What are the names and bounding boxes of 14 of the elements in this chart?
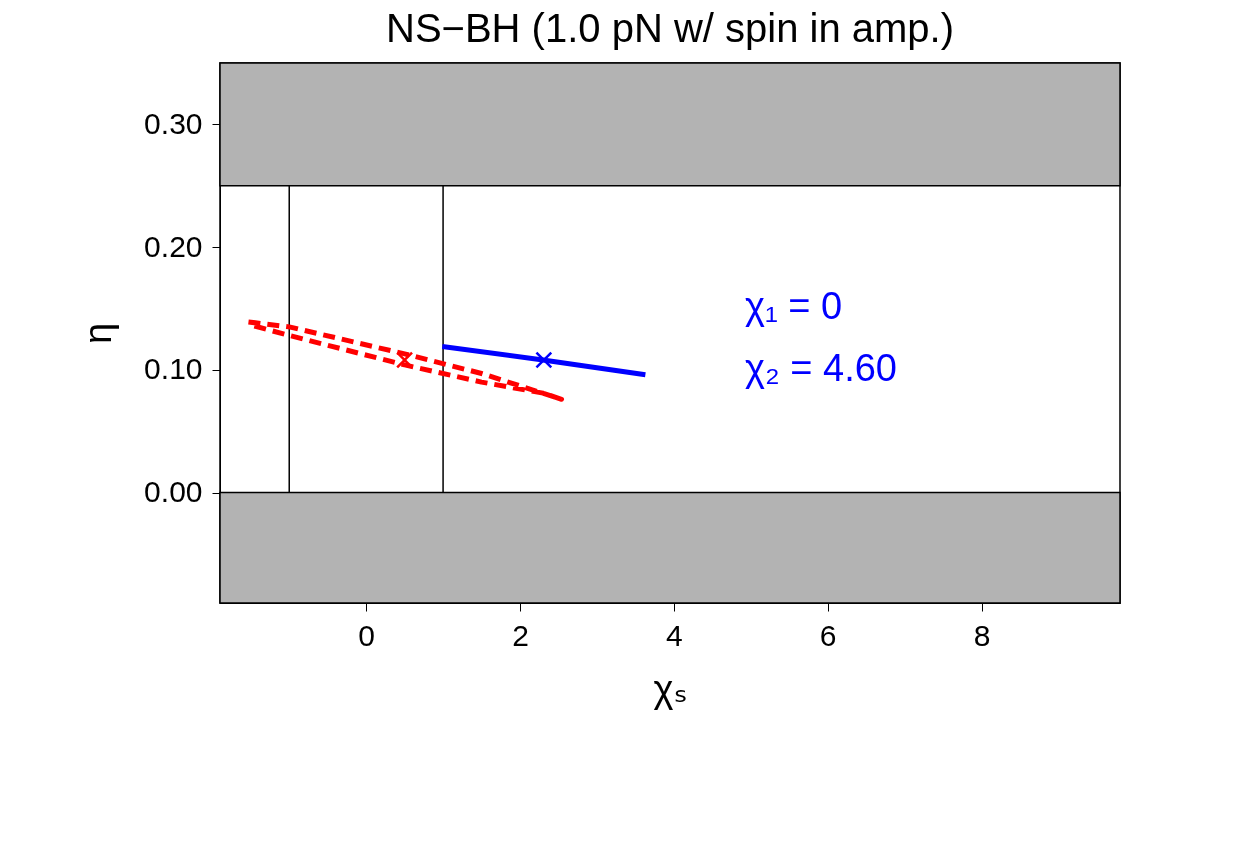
x-tick-label: 4 (666, 618, 683, 652)
chart-title: NS−BH (1.0 pN w/ spin in amp.) (386, 6, 954, 51)
x-axis-title: χₛ (653, 667, 688, 710)
annotation: χ₁ = 0 (745, 285, 843, 327)
x-tick-label: 8 (973, 618, 991, 652)
y-tick-label: 0.00 (144, 475, 203, 509)
x-tick-label: 0 (358, 618, 375, 652)
y-axis-title: η (77, 322, 120, 345)
x-tick-label: 2 (512, 618, 529, 652)
x-tick-label: 6 (819, 618, 837, 652)
y-tick-label: 0.10 (144, 352, 203, 386)
y-tick-label: 0.20 (144, 229, 203, 263)
annotation: χ₂ = 4.60 (745, 347, 897, 389)
y-tick-label: 0.30 (144, 106, 203, 140)
